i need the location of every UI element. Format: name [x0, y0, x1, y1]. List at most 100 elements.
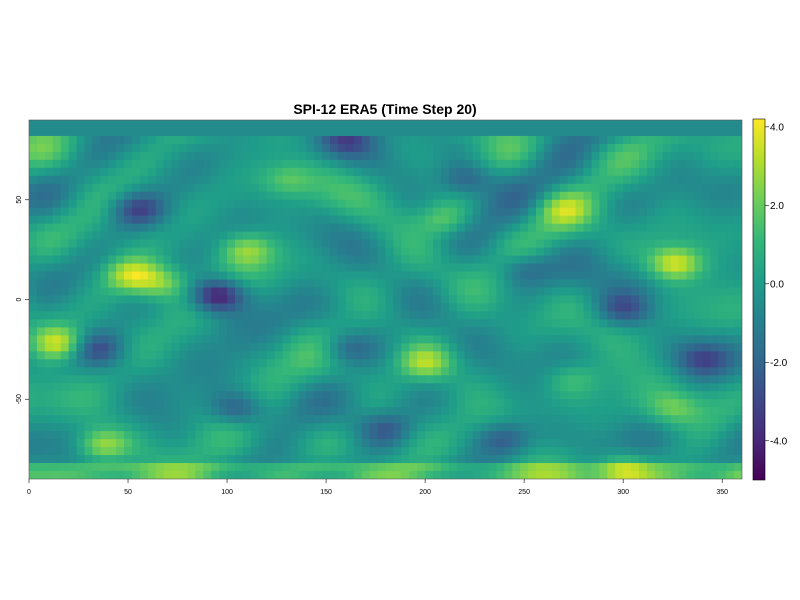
heatmap-cell — [591, 247, 600, 257]
heatmap-cell — [385, 191, 395, 201]
heatmap-cell — [623, 439, 632, 448]
heatmap-cell — [734, 359, 742, 368]
heatmap-cell — [575, 407, 585, 416]
heatmap-cell — [306, 271, 315, 281]
heatmap-cell — [718, 447, 727, 456]
heatmap-cell — [203, 319, 212, 329]
heatmap-cell — [68, 207, 78, 217]
heatmap-cell — [258, 247, 268, 257]
heatmap-cell — [734, 351, 742, 360]
heatmap-cell — [488, 399, 498, 408]
heatmap-cell — [543, 175, 553, 185]
heatmap-cell — [76, 287, 86, 297]
heatmap-cell — [583, 295, 593, 305]
heatmap-cell — [84, 175, 93, 185]
heatmap-cell — [551, 231, 561, 241]
heatmap-cell — [258, 215, 268, 225]
heatmap-cell — [686, 159, 696, 169]
heatmap-cell — [543, 455, 553, 464]
heatmap-cell — [536, 167, 545, 177]
heatmap-cell — [290, 239, 299, 249]
heatmap-cell — [211, 423, 220, 432]
heatmap-cell — [559, 367, 569, 376]
heatmap-cell — [543, 239, 553, 249]
heatmap-cell — [282, 231, 292, 241]
heatmap-cell — [686, 295, 696, 305]
heatmap-cell — [369, 335, 379, 344]
heatmap-cell — [92, 175, 101, 185]
heatmap-cell — [337, 231, 347, 241]
heatmap-cell — [29, 471, 38, 479]
heatmap-cell — [591, 199, 600, 209]
heatmap-cell — [528, 191, 537, 201]
heatmap-cell — [520, 175, 529, 185]
heatmap-cell — [417, 223, 426, 233]
heatmap-cell — [377, 191, 387, 201]
heatmap-cell — [139, 271, 149, 281]
heatmap-cell — [290, 135, 299, 145]
heatmap-cell — [512, 120, 521, 129]
heatmap-cell — [654, 439, 664, 448]
heatmap-cell — [369, 255, 379, 265]
heatmap-cell — [155, 263, 165, 273]
heatmap-cell — [639, 215, 648, 225]
heatmap-cell — [266, 463, 276, 472]
heatmap-cell — [543, 135, 553, 145]
heatmap-cell — [417, 167, 426, 177]
heatmap-cell — [306, 359, 315, 368]
heatmap-cell — [274, 199, 284, 209]
heatmap-cell — [369, 367, 379, 376]
heatmap-cell — [480, 271, 490, 281]
heatmap-cell — [290, 231, 299, 241]
heatmap-cell — [654, 223, 664, 233]
heatmap-cell — [52, 231, 62, 241]
heatmap-cell — [330, 271, 339, 281]
heatmap-cell — [203, 159, 212, 169]
heatmap-cell — [385, 175, 395, 185]
heatmap-cell — [433, 327, 442, 336]
heatmap-cell — [219, 239, 228, 249]
heatmap-cell — [401, 295, 410, 305]
heatmap-cell — [504, 359, 513, 368]
heatmap-cell — [520, 303, 529, 313]
heatmap-cell — [496, 191, 505, 201]
heatmap-cell — [298, 439, 307, 448]
heatmap-cell — [52, 415, 62, 424]
heatmap-cell — [44, 343, 54, 352]
heatmap-cell — [282, 191, 292, 201]
heatmap-cell — [282, 151, 292, 161]
heatmap-cell — [543, 255, 553, 265]
heatmap-cell — [337, 223, 347, 233]
heatmap-cell — [488, 335, 498, 344]
heatmap-cell — [52, 319, 62, 329]
heatmap-cell — [464, 167, 474, 177]
heatmap-cell — [686, 343, 696, 352]
heatmap-cell — [678, 143, 688, 153]
heatmap-cell — [512, 471, 521, 479]
heatmap-cell — [678, 159, 688, 169]
heatmap-cell — [575, 207, 585, 217]
heatmap-cell — [591, 255, 600, 265]
heatmap-cell — [337, 327, 347, 336]
heatmap-cell — [377, 359, 387, 368]
heatmap-cell — [124, 439, 133, 448]
heatmap-cell — [409, 367, 418, 376]
heatmap-cell — [219, 399, 228, 408]
heatmap-cell — [298, 279, 307, 289]
heatmap-cell — [330, 199, 339, 209]
heatmap-cell — [583, 383, 593, 392]
heatmap-cell — [662, 263, 672, 273]
heatmap-cell — [520, 279, 529, 289]
heatmap-cell — [108, 151, 117, 161]
heatmap-cell — [702, 311, 711, 321]
heatmap-cell — [393, 279, 402, 289]
heatmap-cell — [100, 279, 109, 289]
heatmap-cell — [234, 263, 244, 273]
heatmap-cell — [219, 447, 228, 456]
heatmap-cell — [559, 343, 569, 352]
heatmap-cell — [298, 135, 307, 145]
heatmap-cell — [591, 295, 600, 305]
heatmap-cell — [108, 207, 117, 217]
heatmap-cell — [131, 399, 141, 408]
heatmap-cell — [250, 463, 260, 472]
